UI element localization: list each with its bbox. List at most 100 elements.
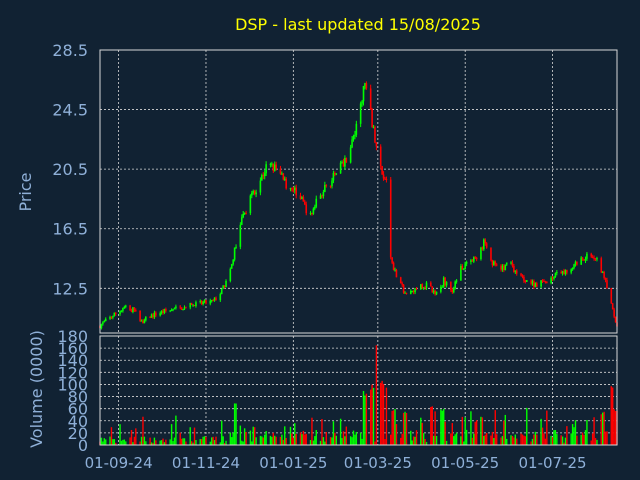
- candle-body: [185, 307, 187, 309]
- volume-bar: [500, 437, 502, 445]
- down-candle: [305, 201, 308, 216]
- volume-bar: [245, 432, 247, 445]
- candle-body: [220, 288, 223, 295]
- up-candle: [252, 189, 255, 195]
- candle-body: [444, 277, 446, 286]
- candle-body: [560, 272, 562, 274]
- down-candle: [152, 313, 154, 319]
- down-candle: [321, 194, 323, 199]
- candle-body: [292, 189, 295, 191]
- volume-bar: [410, 430, 412, 445]
- down-candle: [461, 264, 464, 270]
- candle-body: [271, 163, 273, 165]
- candle-body: [163, 309, 166, 313]
- up-candle: [210, 299, 213, 303]
- volume-bar: [311, 417, 313, 445]
- volume-bar: [465, 429, 468, 445]
- up-candle: [242, 210, 245, 219]
- volume-bar: [160, 440, 163, 445]
- candle-body: [189, 303, 192, 308]
- volume-plot-frame: [99, 335, 618, 446]
- volume-bar: [444, 421, 446, 445]
- candle-body: [563, 271, 565, 275]
- volume-bar: [511, 435, 514, 445]
- up-candle: [355, 120, 358, 138]
- down-candle: [606, 277, 608, 289]
- candle-body: [610, 288, 613, 304]
- volume-bar: [334, 432, 336, 445]
- up-candle: [189, 302, 192, 310]
- up-candle: [119, 310, 121, 316]
- volume-bar: [554, 430, 557, 445]
- candle-body: [120, 310, 123, 312]
- volume-bar: [594, 438, 597, 445]
- volume-bar: [534, 431, 537, 445]
- up-candle: [504, 264, 507, 271]
- down-candle: [215, 296, 217, 301]
- up-candle: [271, 161, 273, 167]
- down-candle: [285, 177, 287, 190]
- volume-bar: [536, 434, 538, 445]
- volume-bar: [304, 434, 306, 445]
- down-candle: [544, 280, 547, 284]
- down-candle: [371, 107, 373, 128]
- down-candle: [604, 277, 607, 283]
- candle-body: [389, 179, 392, 258]
- price-y-tick-label: 20.5: [52, 160, 88, 179]
- down-candle: [379, 144, 382, 170]
- volume-bar: [321, 419, 323, 445]
- down-candle: [593, 255, 595, 261]
- candle-body: [556, 272, 558, 274]
- up-candle: [534, 282, 537, 288]
- volume-bar: [533, 434, 535, 445]
- candle-body: [110, 316, 113, 318]
- down-candle: [374, 125, 376, 144]
- down-candle: [591, 254, 594, 259]
- volume-bar: [364, 395, 366, 445]
- down-candle: [342, 158, 345, 167]
- candle-body: [325, 185, 328, 187]
- candle-body: [182, 309, 184, 311]
- volume-bar: [573, 427, 575, 445]
- candle-body: [269, 163, 272, 165]
- candle-body: [162, 310, 164, 313]
- candle-body: [465, 261, 468, 264]
- candle-body: [200, 301, 203, 305]
- down-candle: [541, 279, 544, 284]
- candle-body: [342, 161, 345, 167]
- volume-bar: [149, 437, 151, 445]
- candle-body: [470, 260, 472, 262]
- down-candle: [399, 276, 402, 284]
- volume-bar: [105, 439, 107, 445]
- x-tick-label: 01-05-25: [431, 454, 499, 472]
- up-candle: [239, 222, 242, 250]
- up-candle: [411, 290, 414, 293]
- volume-bar: [169, 439, 171, 445]
- up-candle: [372, 124, 375, 129]
- candle-body: [613, 309, 615, 317]
- volume-bar: [546, 410, 548, 445]
- candle-body: [152, 314, 154, 318]
- volume-bar: [145, 441, 147, 445]
- up-candle: [556, 270, 558, 276]
- candle-body: [259, 180, 262, 193]
- down-candle: [513, 264, 515, 273]
- candle-body: [372, 127, 375, 129]
- up-candle: [213, 297, 216, 302]
- up-candle: [564, 269, 567, 276]
- down-candle: [576, 261, 578, 266]
- up-candle: [440, 284, 442, 294]
- candle-body: [100, 324, 103, 329]
- down-candle: [190, 302, 193, 306]
- candle-body: [339, 162, 342, 174]
- candle-body: [124, 305, 127, 307]
- candle-body: [564, 270, 567, 275]
- up-candle: [359, 101, 362, 128]
- volume-y-tick-label: 80: [68, 388, 88, 407]
- down-candle: [292, 186, 295, 193]
- up-candle: [570, 268, 572, 275]
- volume-bar: [331, 437, 333, 445]
- candle-body: [475, 257, 478, 260]
- volume-bar: [369, 389, 372, 445]
- volume-bar: [523, 435, 525, 445]
